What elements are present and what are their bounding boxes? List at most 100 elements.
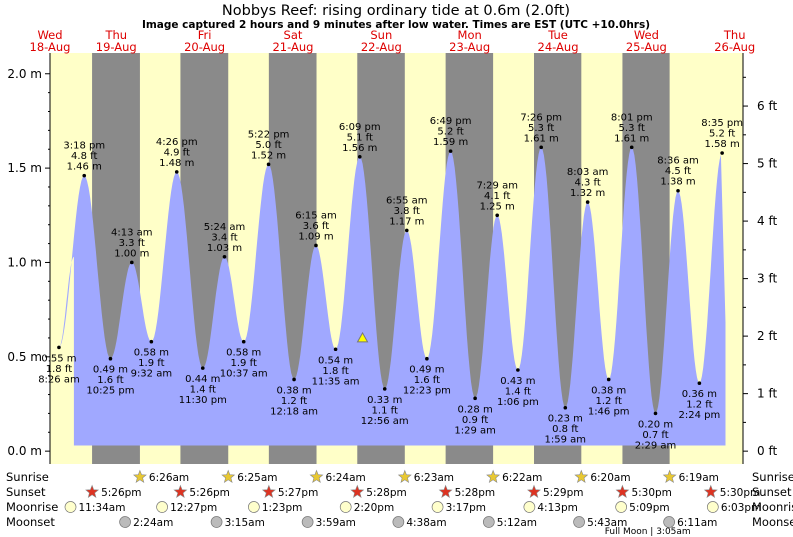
moonset-icon <box>210 516 223 528</box>
high-tide-label: 4.9 ft <box>164 147 190 158</box>
low-tide-label: 1.9 ft <box>138 358 164 369</box>
sunset-time: 5:26pm <box>101 487 141 499</box>
low-tide-label: 0.49 m <box>409 365 444 376</box>
y-tick-label-ft: 5 ft <box>757 157 777 171</box>
low-tide-point <box>473 396 477 401</box>
low-tide-label: 12:56 am <box>361 416 409 427</box>
moonset-time: 3:15am <box>225 517 265 529</box>
high-tide-point <box>266 162 271 167</box>
high-tide-label: 8:35 pm <box>701 118 743 129</box>
moonset-icon <box>119 516 131 528</box>
sunset-time: 5:28pm <box>455 487 495 499</box>
sunrise-icon <box>574 469 589 483</box>
day-label: Tue <box>547 28 568 42</box>
sunrise-time: 6:25am <box>237 472 277 484</box>
low-tide-label: 1:29 am <box>454 425 496 436</box>
high-tide-label: 4.1 ft <box>484 191 510 202</box>
date-label: 26-Aug <box>714 40 755 54</box>
sunset-time: 5:30pm <box>631 487 671 499</box>
date-label: 18-Aug <box>30 40 71 54</box>
high-tide-point <box>129 260 134 265</box>
date-label: 20-Aug <box>184 40 225 54</box>
day-label: Wed <box>634 28 659 42</box>
moonset-icon <box>392 516 405 528</box>
sunset-icon <box>261 484 276 498</box>
high-tide-point <box>676 188 680 193</box>
y-tick-label-ft: 2 ft <box>757 329 777 343</box>
high-tide-point <box>539 145 543 150</box>
full-moon-label: Full Moon | 3:05am <box>605 527 691 537</box>
moonrise-time: 12:27pm <box>170 502 217 514</box>
date-label: 23-Aug <box>449 40 490 54</box>
high-tide-label: 3.3 ft <box>119 238 145 249</box>
high-tide-label: 4.3 ft <box>574 178 600 189</box>
high-tide-label: 4.5 ft <box>665 166 691 177</box>
high-tide-label: 3.4 ft <box>211 232 237 243</box>
high-tide-label: 6:49 pm <box>430 116 472 127</box>
low-tide-label: 1.2 ft <box>596 396 622 407</box>
low-tide-label: 0.33 m <box>367 395 402 406</box>
moonrise-icon <box>248 501 260 513</box>
sunset-time: 5:28pm <box>366 487 406 499</box>
sunrise-icon <box>309 469 324 483</box>
low-tide-point <box>606 377 611 382</box>
moonset-icon <box>482 516 495 528</box>
low-tide-point <box>292 377 296 382</box>
moonrise-time: 11:34am <box>79 502 126 514</box>
day-label: Thu <box>104 28 127 42</box>
sunset-icon <box>703 484 718 498</box>
high-tide-point <box>314 243 318 248</box>
low-tide-label: 0.28 m <box>458 404 493 415</box>
high-tide-label: 5.3 ft <box>619 123 645 134</box>
high-tide-label: 1.58 m <box>705 139 740 150</box>
sunrise-time: 6:19am <box>679 472 719 484</box>
high-tide-label: 1.61 m <box>614 133 649 144</box>
low-tide-point <box>57 345 61 350</box>
moonrise-icon <box>523 501 536 513</box>
low-tide-label: 0.43 m <box>500 376 535 387</box>
sunrise-icon <box>486 469 501 483</box>
sunrise-icon <box>133 469 147 483</box>
date-label: 24-Aug <box>538 40 579 54</box>
y-tick-label-m: 1.5 m <box>7 161 42 175</box>
low-tide-label: 0.38 m <box>591 385 626 396</box>
high-tide-label: 1.17 m <box>389 216 424 227</box>
low-tide-label: 0.20 m <box>638 419 673 430</box>
sunset-time: 5:29pm <box>543 487 583 499</box>
high-tide-label: 1.32 m <box>570 188 605 199</box>
low-tide-point <box>563 405 568 410</box>
moonrise-icon <box>64 501 77 513</box>
low-tide-label: 0.23 m <box>548 414 583 425</box>
low-tide-label: 1.4 ft <box>505 387 531 398</box>
sunrise-time: 6:22am <box>502 472 542 484</box>
day-label: Thu <box>723 28 746 42</box>
moonrise-time: 5:09pm <box>629 502 669 514</box>
low-tide-point <box>697 381 702 386</box>
moonset-icon <box>663 516 675 528</box>
high-tide-label: 1.00 m <box>114 248 149 259</box>
high-tide-point <box>720 151 724 155</box>
low-tide-point <box>425 356 429 361</box>
low-tide-label: 1.6 ft <box>97 375 123 386</box>
y-tick-label-m: 1.0 m <box>7 255 42 269</box>
low-tide-label: 1:59 am <box>545 435 587 446</box>
high-tide-label: 3.6 ft <box>303 221 329 232</box>
low-tide-label: 2:24 pm <box>679 410 721 421</box>
high-tide-label: 1.52 m <box>251 150 286 161</box>
day-label: Wed <box>37 28 62 42</box>
day-label: Mon <box>458 28 482 42</box>
date-label: 21-Aug <box>272 40 313 54</box>
high-tide-label: 5.1 ft <box>347 132 373 143</box>
moonset-icon <box>301 516 314 528</box>
low-tide-point <box>200 366 205 370</box>
high-tide-label: 5:24 am <box>204 222 246 233</box>
high-tide-label: 1.56 m <box>342 143 377 154</box>
moonset-row-label-left: Moonset <box>6 515 55 529</box>
low-tide-label: 1.8 ft <box>322 366 348 377</box>
moonrise-row-label-right: Moonrise <box>752 500 793 514</box>
current-tide-marker <box>356 331 369 343</box>
high-tide-label: 4:26 pm <box>156 137 198 148</box>
sunset-row-label-right: Sunset <box>752 485 792 499</box>
low-tide-label: 10:37 am <box>220 369 268 380</box>
